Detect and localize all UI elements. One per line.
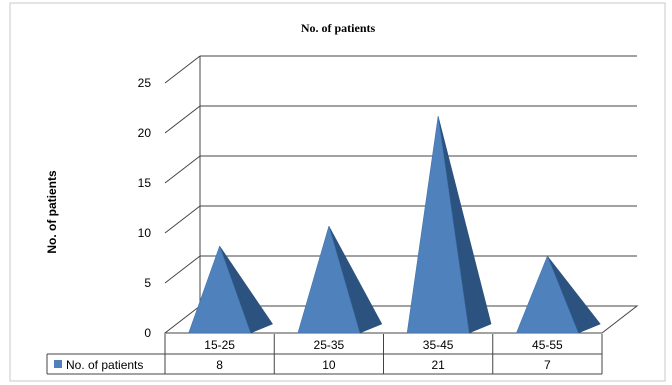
y-tick-label: 0 (144, 326, 151, 340)
x-tick-label: 45-55 (532, 338, 563, 352)
pyramid-bar-front (406, 115, 470, 334)
pyramid-bar-front (188, 245, 251, 334)
data-table-value: 8 (216, 358, 223, 372)
bar-layer (188, 115, 601, 334)
x-tick-label: 15-25 (204, 338, 235, 352)
data-table-value: 7 (544, 358, 551, 372)
gridline-side (164, 205, 201, 234)
x-tick-label: 35-45 (423, 338, 454, 352)
y-tick-label: 5 (144, 276, 151, 290)
pyramid-bar-front (297, 225, 361, 334)
chart-title: No. of patients (301, 21, 376, 35)
data-table-value: 21 (431, 358, 445, 372)
gridline-side (164, 105, 201, 134)
data-table-value: 10 (322, 358, 336, 372)
y-axis-label: No. of patients (45, 170, 59, 254)
pyramid-bar-front (516, 255, 579, 334)
grid-layer (164, 55, 637, 306)
y-tick-label: 15 (138, 176, 152, 190)
y-tick-labels: 0 5 10 15 20 25 (138, 76, 152, 340)
y-tick-label: 20 (138, 126, 152, 140)
gridline-side (164, 55, 201, 84)
y-tick-label: 10 (138, 226, 152, 240)
y-tick-label: 25 (138, 76, 152, 90)
data-table: 15-25 8 25-35 10 35-45 21 45-55 7 No. of patient… (46, 334, 603, 375)
gridline-side (164, 155, 201, 184)
legend-label: No. of patients (66, 358, 143, 372)
legend-swatch (54, 360, 62, 368)
gridline-side (164, 255, 201, 284)
x-tick-label: 25-35 (314, 338, 345, 352)
